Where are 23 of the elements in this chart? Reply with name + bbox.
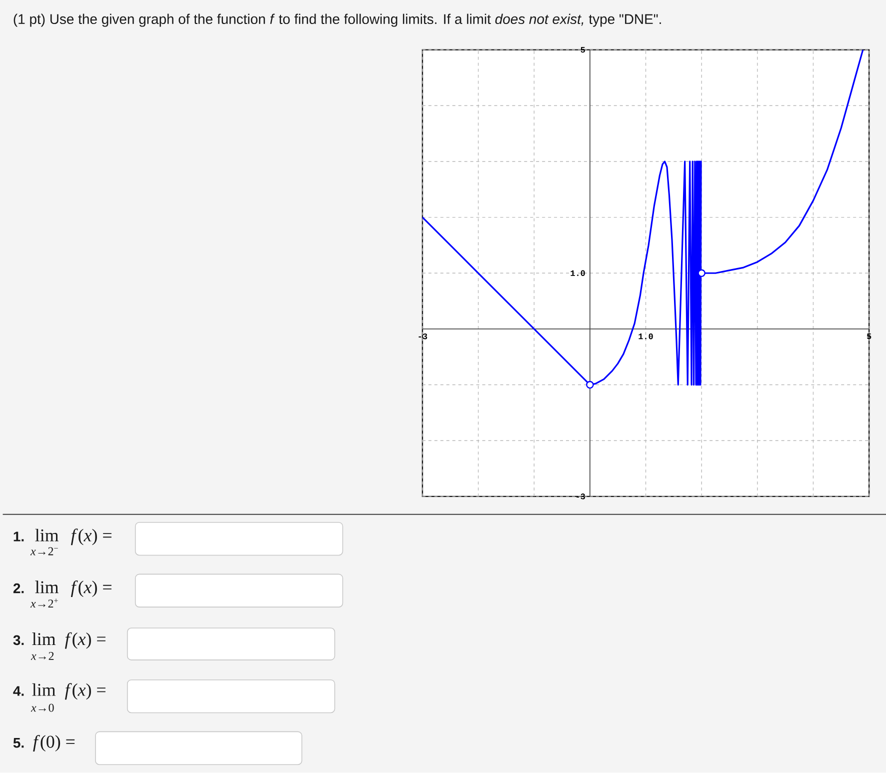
- text: f(x) =: [64, 632, 106, 649]
- text: x→2$^{−}$: [30, 548, 58, 556]
- text: x→2$^{+}$: [30, 598, 58, 608]
- text: x→2: [30, 652, 54, 660]
- text: 2.: [13, 584, 24, 594]
- y-tick-label: 1.0: [570, 270, 585, 276]
- text: 3.: [13, 635, 24, 646]
- text: f(x) =: [70, 528, 112, 546]
- x-tick-label: 5: [866, 334, 872, 340]
- text: lim: [35, 580, 59, 594]
- chart-title: (1 pt) Use the given graph of the function f to find the following limits. If a limit does not exist, type "DNE".: [14, 14, 661, 28]
- text: x→0: [30, 704, 54, 712]
- text: f(x) =: [64, 683, 106, 700]
- text: lim: [32, 632, 56, 646]
- text: 1.: [14, 532, 24, 542]
- text: 4.: [13, 686, 24, 696]
- text: lim: [35, 529, 59, 542]
- text: 5.: [13, 738, 24, 748]
- x-tick-label: 1.0: [638, 334, 653, 340]
- text: lim: [32, 684, 56, 696]
- x-tick-label: -3: [418, 334, 428, 340]
- text: f(0) =: [33, 735, 75, 752]
- text: f(x) =: [70, 580, 112, 598]
